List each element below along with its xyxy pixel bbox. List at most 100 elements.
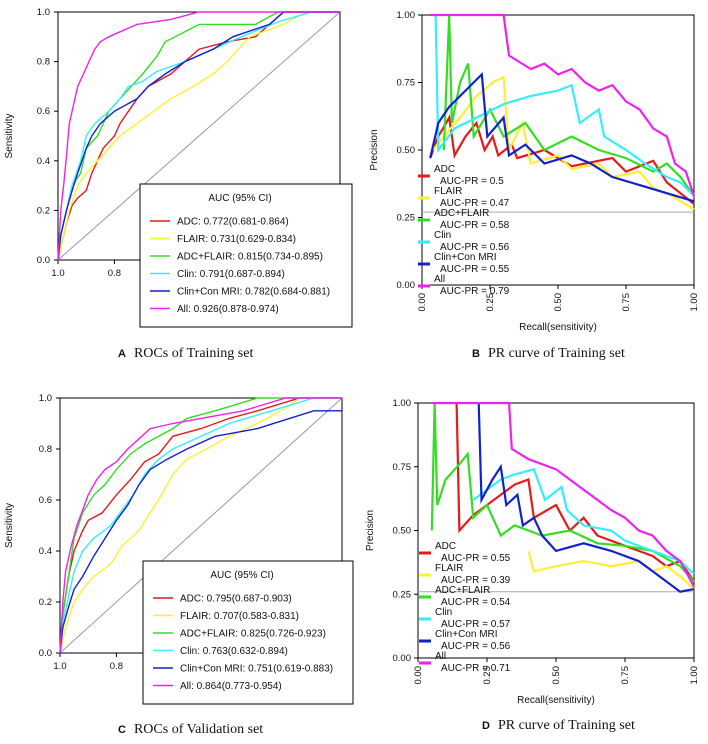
curve-a-all [57, 11, 340, 261]
legend-label-d: ADC+FLAIR [435, 585, 490, 596]
legend-sub-d: AUC-PR = 0.54 [441, 597, 511, 608]
legend-label-d: All [435, 651, 446, 662]
caption-b-letter: B [472, 348, 480, 360]
x-tick-label-b: 0.25 [485, 293, 496, 312]
caption-b-text: PR curve of Training set [487, 346, 625, 361]
legend-label-c: FLAIR: 0.707(0.583-0.831) [180, 611, 299, 622]
x-tick-label-d: 0.00 [413, 666, 424, 685]
x-tick-label-b: 0.50 [553, 293, 564, 312]
x-tick-label-d: 0.75 [620, 666, 631, 685]
curve-a-clin [57, 11, 340, 261]
legend-sub-d: AUC-PR = 0.71 [441, 663, 511, 674]
legend-label-a: All: 0.926(0.878-0.974) [177, 304, 279, 315]
legend-label-b: All [434, 274, 445, 285]
legend-sub-d: AUC-PR = 0.56 [441, 641, 511, 652]
y-tick-label-c: 1.0 [39, 393, 52, 404]
curve-d-all [431, 401, 695, 588]
y-tick-label-c: 0.8 [39, 444, 52, 455]
legend-title-a: AUC (95% CI) [208, 193, 271, 204]
curve-b-all [430, 13, 696, 197]
y-tick-label-b: 0.50 [397, 145, 416, 156]
x-tick-label-c: 0.8 [110, 661, 123, 672]
curve-b-clin [434, 14, 695, 197]
legend-sub-d: AUC-PR = 0.57 [441, 619, 511, 630]
legend-label-a: Clin: 0.791(0.687-0.894) [177, 269, 285, 280]
y-tick-label-b: 0.25 [397, 213, 416, 224]
y-tick-label-b: 0.00 [397, 280, 416, 291]
y-axis-title-a: Sensitivity [4, 113, 15, 158]
y-tick-label-d: 1.00 [393, 398, 412, 409]
legend-label-b: Clin+Con MRI [434, 252, 497, 263]
curve-c-adc-flair [59, 397, 342, 654]
curve-a-flair [57, 11, 340, 261]
legend-sub-b: AUC-PR = 0.47 [440, 198, 510, 209]
y-tick-label-c: 0.4 [39, 546, 52, 557]
y-tick-label-a: 0.6 [37, 106, 50, 117]
legend-label-c: Clin+Con MRI: 0.751(0.619-0.883) [180, 664, 333, 675]
legend-label-d: Clin+Con MRI [435, 629, 498, 640]
curve-d-clin-con-mri [477, 402, 695, 593]
curve-c-clin-con-mri [59, 410, 342, 654]
y-axis-title-b: Precision [369, 129, 380, 170]
legend-sub-b: AUC-PR = 0.5 [440, 176, 504, 187]
y-tick-label-c: 0.6 [39, 495, 52, 506]
curve-c-flair [59, 397, 342, 654]
x-tick-label-c: 1.0 [53, 661, 66, 672]
x-tick-label-b: 0.00 [417, 293, 428, 312]
curve-d-flair [527, 550, 695, 590]
legend-sub-b: AUC-PR = 0.56 [440, 242, 510, 253]
y-tick-label-a: 1.0 [37, 7, 50, 18]
curve-b-clin-con-mri [429, 71, 695, 203]
caption-d-text: PR curve of Training set [497, 718, 635, 733]
y-tick-label-b: 0.75 [397, 78, 416, 89]
y-tick-label-c: 0.2 [39, 597, 52, 608]
caption-c: C ROCs of Validation set [118, 722, 263, 738]
legend-label-c: ADC+FLAIR: 0.825(0.726-0.923) [180, 629, 326, 640]
caption-a-letter: A [118, 348, 126, 360]
y-tick-label-a: 0.0 [37, 255, 50, 266]
reference-line-c [59, 397, 343, 654]
legend-label-c: ADC: 0.795(0.687-0.903) [180, 594, 292, 605]
y-tick-label-d: 0.75 [393, 462, 412, 473]
legend-label-a: FLAIR: 0.731(0.629-0.834) [177, 234, 296, 245]
legend-sub-b: AUC-PR = 0.55 [440, 264, 510, 275]
x-axis-title-b: Recall(sensitivity) [519, 322, 597, 333]
legend-sub-b: AUC-PR = 0.79 [440, 286, 510, 297]
legend-label-a: Clin+Con MRI: 0.782(0.684-0.881) [177, 287, 330, 298]
legend-box-a [139, 183, 353, 328]
curve-b-adc-flair [442, 14, 695, 197]
legend-title-c: AUC (95% CI) [210, 570, 273, 581]
legend-sub-b: AUC-PR = 0.58 [440, 220, 510, 231]
y-tick-label-b: 1.00 [397, 10, 416, 21]
x-axis-title-d: Recall(sensitivity) [517, 695, 595, 706]
x-tick-label-b: 1.00 [689, 293, 700, 312]
x-tick-label-d: 1.00 [689, 666, 700, 685]
legend-label-a: ADC: 0.772(0.681-0.864) [177, 217, 289, 228]
caption-d-letter: D [482, 720, 490, 732]
legend-label-b: FLAIR [434, 186, 462, 197]
curve-c-all [59, 397, 342, 654]
caption-b: B PR curve of Training set [472, 346, 625, 362]
y-tick-label-d: 0.25 [393, 589, 412, 600]
y-tick-label-d: 0.50 [393, 526, 412, 537]
y-tick-label-c: 0.0 [39, 648, 52, 659]
legend-sub-d: AUC-PR = 0.55 [441, 553, 511, 564]
y-axis-title-c: Sensitivity [4, 503, 15, 548]
legend-box-c [142, 560, 354, 705]
x-tick-label-b: 0.75 [621, 293, 632, 312]
x-tick-label-a: 0.8 [108, 268, 121, 279]
curve-d-adc-flair [430, 402, 695, 583]
legend-label-b: ADC+FLAIR [434, 208, 489, 219]
y-tick-label-a: 0.2 [37, 205, 50, 216]
reference-line-a [57, 11, 341, 261]
caption-c-text: ROCs of Validation set [133, 722, 264, 737]
x-tick-label-a: 1.0 [51, 268, 64, 279]
legend-label-b: Clin [434, 230, 451, 241]
legend-sub-d: AUC-PR = 0.39 [441, 575, 511, 586]
legend-label-c: All: 0.864(0.773-0.954) [180, 681, 282, 692]
legend-label-d: Clin [435, 607, 452, 618]
legend-label-d: FLAIR [435, 563, 463, 574]
legend-label-a: ADC+FLAIR: 0.815(0.734-0.895) [177, 252, 323, 263]
x-tick-label-d: 0.50 [551, 666, 562, 685]
